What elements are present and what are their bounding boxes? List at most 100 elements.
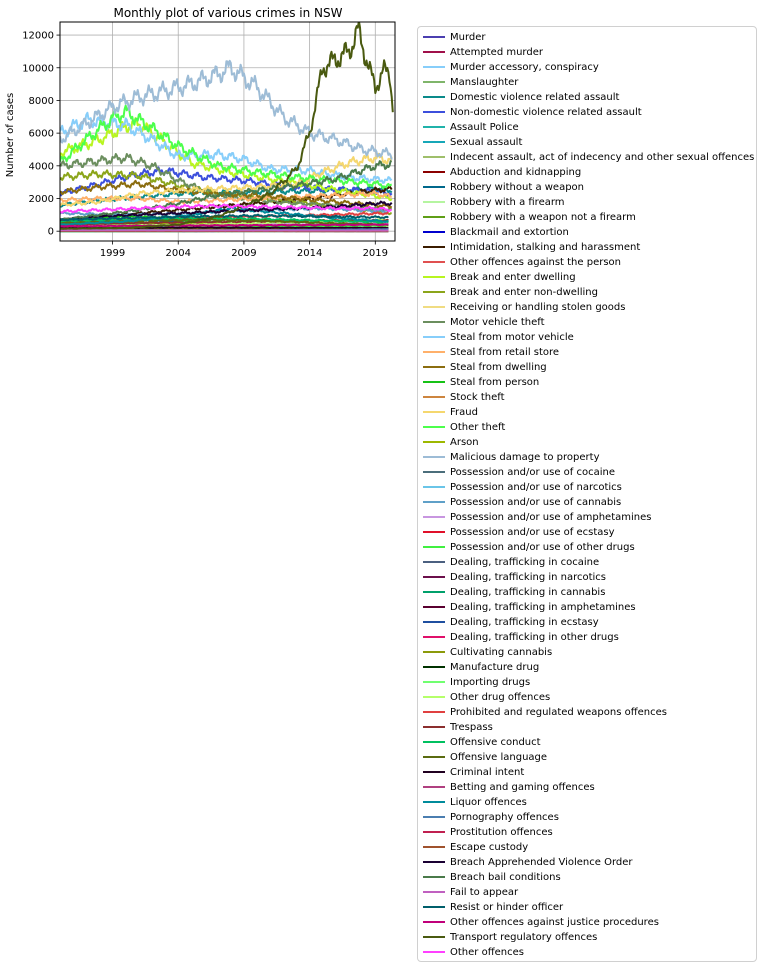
legend-swatch — [423, 441, 445, 443]
legend-item: Arson — [418, 435, 754, 450]
y-axis-label: Number of cases — [5, 93, 16, 177]
legend-swatch — [423, 336, 445, 338]
legend-label: Break and enter dwelling — [450, 270, 576, 285]
legend-label: Murder — [450, 30, 486, 45]
legend-item: Receiving or handling stolen goods — [418, 300, 754, 315]
legend-item: Other offences against justice procedure… — [418, 915, 754, 930]
legend-swatch — [423, 561, 445, 563]
legend-item: Betting and gaming offences — [418, 780, 754, 795]
y-tick-label: 6000 — [29, 129, 54, 140]
legend-item: Non-domestic violence related assault — [418, 105, 754, 120]
legend-item: Abduction and kidnapping — [418, 165, 754, 180]
legend-label: Cultivating cannabis — [450, 645, 552, 660]
legend-label: Resist or hinder officer — [450, 900, 563, 915]
legend-swatch — [423, 651, 445, 653]
legend-item: Robbery without a weapon — [418, 180, 754, 195]
legend-swatch — [423, 186, 445, 188]
legend-swatch — [423, 111, 445, 113]
legend-swatch — [423, 936, 445, 938]
legend-label: Robbery with a firearm — [450, 195, 565, 210]
legend-item: Dealing, trafficking in cannabis — [418, 585, 754, 600]
series-line-28 — [60, 61, 392, 160]
legend-label: Other offences against the person — [450, 255, 621, 270]
legend-swatch — [423, 351, 445, 353]
legend-swatch — [423, 891, 445, 893]
legend-label: Breach bail conditions — [450, 870, 561, 885]
legend-swatch — [423, 771, 445, 773]
legend-label: Criminal intent — [450, 765, 524, 780]
legend-label: Manufacture drug — [450, 660, 539, 675]
legend-swatch — [423, 141, 445, 143]
legend-label: Importing drugs — [450, 675, 530, 690]
legend-label: Receiving or handling stolen goods — [450, 300, 625, 315]
x-tick-label: 1999 — [100, 248, 125, 259]
legend-swatch — [423, 861, 445, 863]
legend-label: Assault Police — [450, 120, 519, 135]
legend-label: Possession and/or use of cocaine — [450, 465, 615, 480]
legend-label: Other offences against justice procedure… — [450, 915, 659, 930]
legend-item: Criminal intent — [418, 765, 754, 780]
legend-label: Fail to appear — [450, 885, 518, 900]
legend-label: Intimidation, stalking and harassment — [450, 240, 640, 255]
legend-swatch — [423, 531, 445, 533]
legend-item: Transport regulatory offences — [418, 930, 754, 945]
legend-swatch — [423, 231, 445, 233]
legend-item: Steal from motor vehicle — [418, 330, 754, 345]
legend-swatch — [423, 96, 445, 98]
legend-swatch — [423, 636, 445, 638]
legend-item: Attempted murder — [418, 45, 754, 60]
legend-label: Other drug offences — [450, 690, 550, 705]
legend-item: Possession and/or use of other drugs — [418, 540, 754, 555]
legend-swatch — [423, 246, 445, 248]
legend-label: Dealing, trafficking in other drugs — [450, 630, 619, 645]
legend-swatch — [423, 216, 445, 218]
legend-item: Intimidation, stalking and harassment — [418, 240, 754, 255]
legend-item: Malicious damage to property — [418, 450, 754, 465]
legend-item: Resist or hinder officer — [418, 900, 754, 915]
legend-item: Possession and/or use of narcotics — [418, 480, 754, 495]
y-tick-label: 4000 — [29, 161, 54, 172]
legend-item: Possession and/or use of cocaine — [418, 465, 754, 480]
legend-label: Transport regulatory offences — [450, 930, 597, 945]
legend-label: Motor vehicle theft — [450, 315, 545, 330]
legend-swatch — [423, 36, 445, 38]
legend-swatch — [423, 201, 445, 203]
legend-swatch — [423, 171, 445, 173]
legend-swatch — [423, 396, 445, 398]
legend-label: Break and enter non-dwelling — [450, 285, 598, 300]
legend-label: Dealing, trafficking in amphetamines — [450, 600, 636, 615]
legend-swatch — [423, 786, 445, 788]
legend-item: Murder accessory, conspiracy — [418, 60, 754, 75]
legend-swatch — [423, 921, 445, 923]
legend-label: Betting and gaming offences — [450, 780, 595, 795]
legend-item: Robbery with a firearm — [418, 195, 754, 210]
legend-swatch — [423, 276, 445, 278]
legend-item: Other offences against the person — [418, 255, 754, 270]
legend-label: Robbery without a weapon — [450, 180, 584, 195]
legend-label: Attempted murder — [450, 45, 543, 60]
legend-label: Offensive language — [450, 750, 547, 765]
x-tick-label: 2014 — [297, 248, 322, 259]
legend-swatch — [423, 951, 445, 953]
legend-item: Other drug offences — [418, 690, 754, 705]
legend-item: Breach Apprehended Violence Order — [418, 855, 754, 870]
legend-item: Cultivating cannabis — [418, 645, 754, 660]
legend-item: Offensive language — [418, 750, 754, 765]
y-tick-label: 2000 — [29, 194, 54, 205]
legend-item: Steal from dwelling — [418, 360, 754, 375]
legend-label: Possession and/or use of narcotics — [450, 480, 622, 495]
legend-swatch — [423, 681, 445, 683]
legend-label: Liquor offences — [450, 795, 527, 810]
x-tick-label: 2009 — [231, 248, 256, 259]
legend-label: Fraud — [450, 405, 478, 420]
legend-label: Other theft — [450, 420, 505, 435]
legend-label: Possession and/or use of ecstasy — [450, 525, 615, 540]
legend-swatch — [423, 546, 445, 548]
legend-label: Blackmail and extortion — [450, 225, 569, 240]
legend-swatch — [423, 126, 445, 128]
legend-item: Other offences — [418, 945, 754, 960]
legend-swatch — [423, 576, 445, 578]
legend-item: Domestic violence related assault — [418, 90, 754, 105]
legend-swatch — [423, 411, 445, 413]
legend-item: Steal from retail store — [418, 345, 754, 360]
